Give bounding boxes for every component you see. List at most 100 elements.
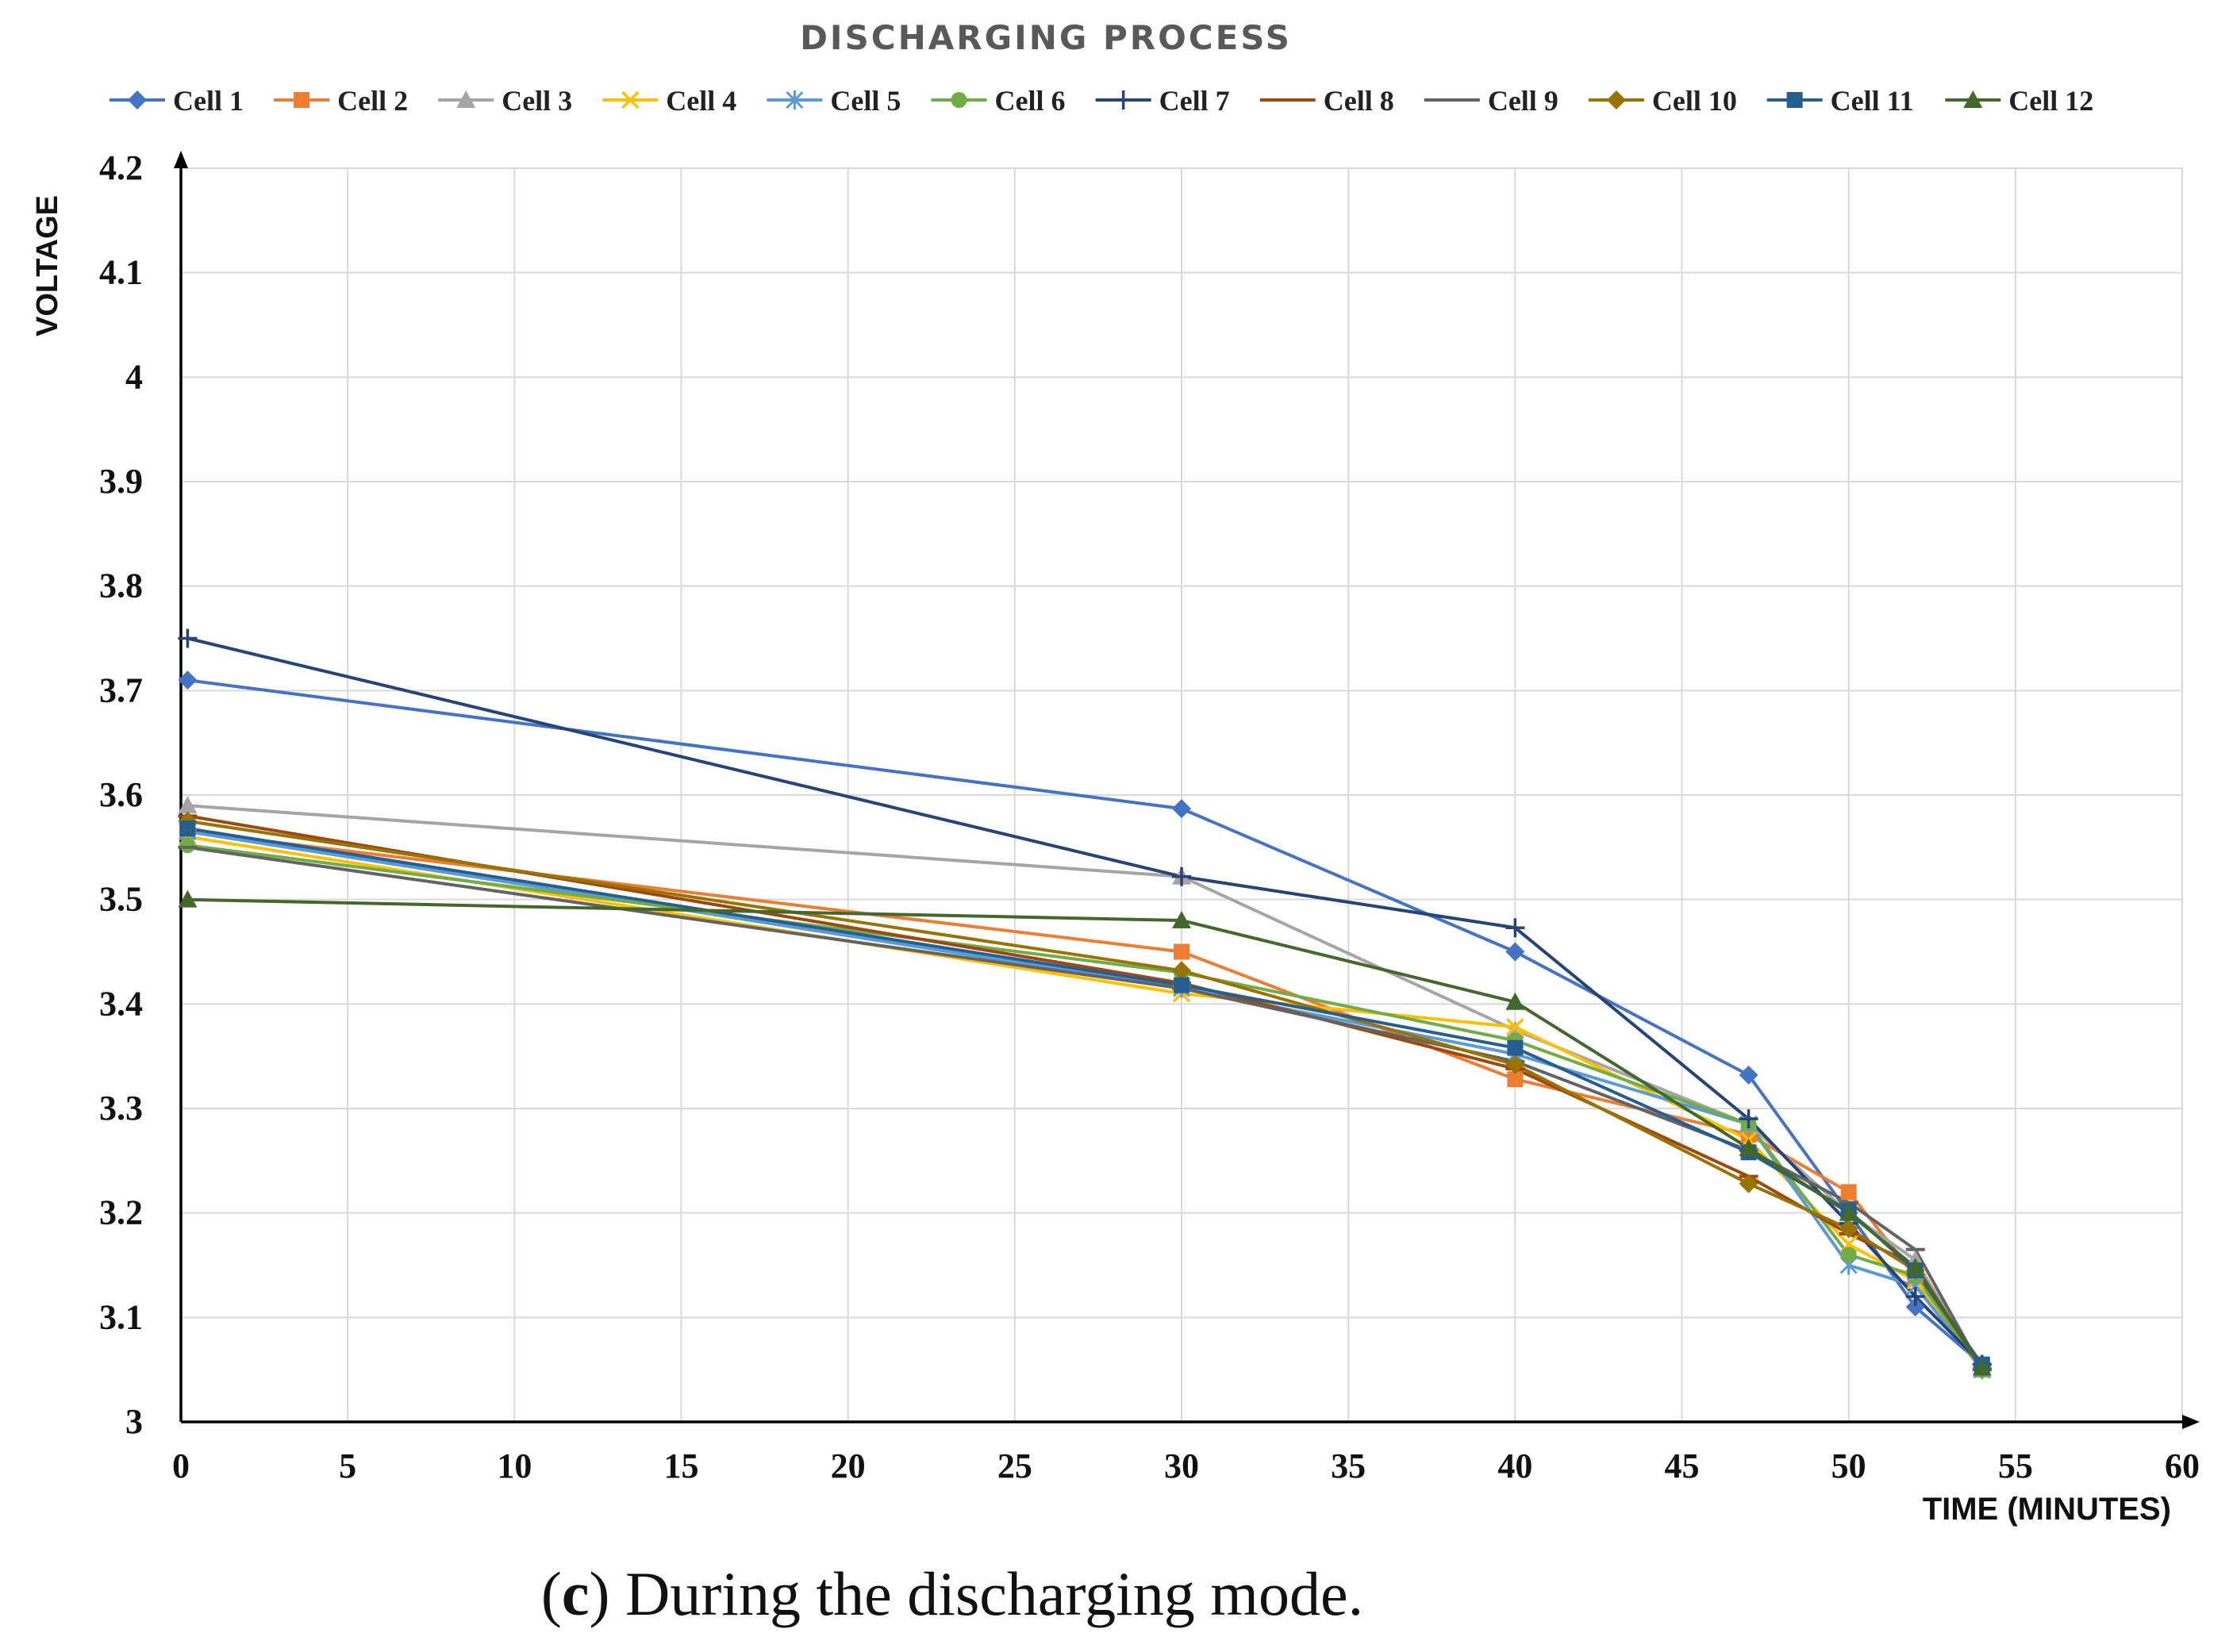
series-line-cell-4 <box>187 835 1984 1371</box>
legend-marker-cell-4 <box>621 90 640 109</box>
data-point-cell-12 <box>1905 1258 1925 1276</box>
series-line-cell-6 <box>187 843 1984 1371</box>
data-point-cell-3 <box>178 796 198 814</box>
chart-title: DISCHARGING PROCESS <box>800 18 1292 57</box>
data-point-cell-1 <box>178 670 198 690</box>
data-point-cell-2 <box>1507 1071 1524 1088</box>
data-point-cell-11 <box>1174 977 1190 993</box>
y-tick-label: 4.2 <box>99 148 143 187</box>
series-line-cell-10 <box>187 819 1984 1369</box>
legend-marker-cell-11 <box>1786 92 1803 108</box>
data-point-cell-1 <box>1905 1297 1925 1317</box>
legend-marker-cell-2 <box>294 92 310 108</box>
caption-letter: c <box>562 1559 590 1628</box>
y-axis-label: VOLTAGE <box>31 195 64 336</box>
data-point-cell-12 <box>1172 911 1191 928</box>
y-tick-label: 4.1 <box>99 253 143 292</box>
x-axis-label: TIME (MINUTES) <box>1923 1492 2171 1527</box>
series-line-cell-2 <box>187 830 1984 1371</box>
x-tick-label: 0 <box>172 1446 190 1485</box>
x-tick-label: 35 <box>1331 1446 1366 1485</box>
x-tick-label: 10 <box>497 1446 532 1485</box>
legend-label-cell-1: Cell 1 <box>173 85 244 117</box>
legend: Cell 1 Cell 2 Cell 3 Cell 4 Cell 5 Cell 6 Cell… <box>110 85 2093 117</box>
x-axis-arrow <box>2182 1415 2200 1429</box>
legend-label-cell-4: Cell 4 <box>666 85 736 117</box>
x-tick-label: 60 <box>2165 1446 2200 1485</box>
x-tick-label: 55 <box>1998 1446 2033 1485</box>
series-line-cell-3 <box>187 804 1984 1371</box>
data-point-cell-6 <box>179 837 196 854</box>
legend-label-cell-9: Cell 9 <box>1488 85 1558 117</box>
data-point-cell-12 <box>1739 1139 1758 1157</box>
legend-label-cell-11: Cell 11 <box>1831 85 1914 117</box>
x-tick-label: 25 <box>997 1446 1032 1485</box>
legend-label-cell-2: Cell 2 <box>337 85 408 117</box>
legend-marker-cell-10 <box>1606 90 1626 109</box>
y-tick-label: 3.7 <box>99 670 143 709</box>
data-point-cell-1 <box>1739 1065 1758 1085</box>
y-axis-arrow <box>174 151 188 168</box>
data-point-cell-10 <box>1839 1219 1858 1239</box>
legend-marker-cell-3 <box>456 90 476 108</box>
legend-label-cell-7: Cell 7 <box>1159 85 1230 117</box>
legend-label-cell-10: Cell 10 <box>1652 85 1737 117</box>
legend-label-cell-12: Cell 12 <box>2008 85 2093 117</box>
y-tick-label: 3.9 <box>99 462 143 501</box>
axes <box>174 151 2200 1429</box>
data-point-cell-12 <box>178 889 198 908</box>
data-point-cell-12 <box>1505 992 1525 1010</box>
legend-label-cell-6: Cell 6 <box>995 85 1066 117</box>
y-tick-label: 3 <box>125 1402 143 1441</box>
data-point-cell-11 <box>179 820 196 837</box>
data-point-cell-6 <box>1840 1247 1857 1263</box>
series-line-cell-7 <box>186 636 1984 1366</box>
legend-marker-cell-7 <box>1113 90 1133 109</box>
y-tick-label: 3.2 <box>99 1193 143 1232</box>
legend-marker-cell-5 <box>786 90 804 109</box>
data-point-cell-12 <box>1972 1358 1992 1376</box>
data-point-cell-7 <box>1505 918 1525 938</box>
x-tick-label: 40 <box>1497 1446 1532 1485</box>
x-tick-label: 20 <box>831 1446 866 1485</box>
legend-marker-cell-1 <box>128 90 147 109</box>
data-point-cell-11 <box>1507 1039 1524 1056</box>
data-point-cell-10 <box>1505 1055 1525 1074</box>
series-line-cell-11 <box>187 827 1984 1366</box>
y-tick-label: 3.5 <box>99 880 143 919</box>
figure-caption: (c) During the discharging mode. <box>541 1559 1363 1628</box>
series-line-cell-1 <box>187 678 1984 1366</box>
caption-rest: ) During the discharging mode. <box>590 1559 1364 1628</box>
x-tick-labels: 0 5 10 15 20 25 30 35 40 45 50 55 60 <box>172 1446 2200 1485</box>
y-tick-label: 3.1 <box>99 1297 143 1336</box>
y-tick-label: 3.4 <box>99 984 143 1023</box>
x-tick-label: 15 <box>664 1446 699 1485</box>
caption-open: ( <box>541 1559 562 1628</box>
data-point-cell-2 <box>1174 943 1190 960</box>
legend-marker-cell-6 <box>951 92 967 108</box>
x-tick-label: 30 <box>1164 1446 1199 1485</box>
series-line-cell-5 <box>187 830 1984 1371</box>
legend-label-cell-5: Cell 5 <box>830 85 901 117</box>
x-tick-label: 45 <box>1665 1446 1700 1485</box>
data-point-cell-12 <box>1839 1203 1858 1221</box>
legend-label-cell-3: Cell 3 <box>502 85 572 117</box>
data-point-cell-7 <box>1739 1109 1758 1129</box>
x-tick-label: 5 <box>339 1446 356 1485</box>
x-tick-label: 50 <box>1831 1446 1866 1485</box>
y-tick-labels: 3 3.1 3.2 3.3 3.4 3.5 3.6 3.7 3.8 3.9 4 4.1 4.2 <box>99 148 143 1441</box>
data-point-cell-10 <box>1739 1174 1758 1193</box>
data-point-cell-2 <box>1840 1184 1857 1201</box>
y-tick-label: 4 <box>125 357 143 396</box>
data-point-cell-10 <box>1172 961 1191 981</box>
series-markers <box>178 628 1992 1380</box>
data-point-cell-1 <box>1505 942 1525 962</box>
data-point-cell-4 <box>1506 1018 1524 1036</box>
legend-label-cell-8: Cell 8 <box>1324 85 1394 117</box>
data-point-cell-7 <box>1905 1287 1925 1306</box>
y-tick-label: 3.8 <box>99 567 143 605</box>
y-tick-label: 3.6 <box>99 775 143 814</box>
data-point-cell-7 <box>178 628 198 648</box>
y-tick-label: 3.3 <box>99 1089 143 1128</box>
